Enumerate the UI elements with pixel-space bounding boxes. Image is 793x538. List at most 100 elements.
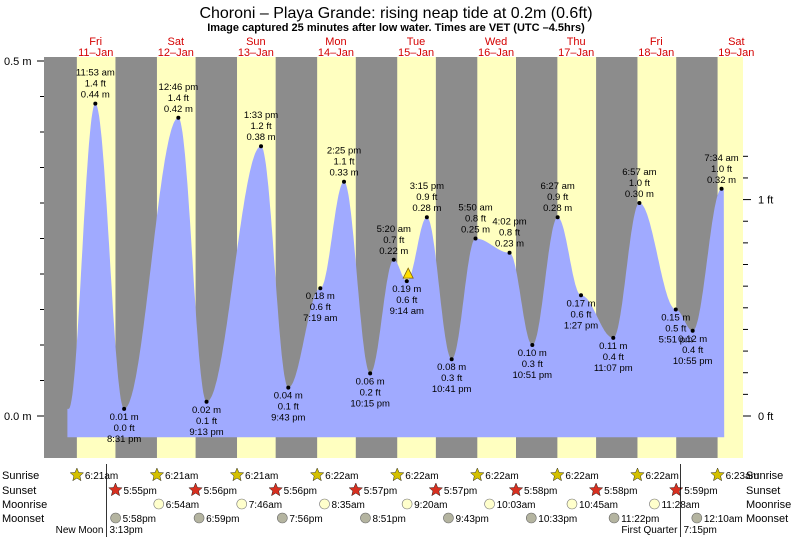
tide-event-point [342, 179, 347, 184]
event-time-label: 8:31 pm [107, 434, 141, 445]
left-axis-tick-label: 0.5 m [4, 56, 32, 68]
moonrise-time: 7:46am [249, 500, 282, 511]
event-ft-label: 0.6 ft [570, 309, 591, 320]
event-ft-label: 0.6 ft [310, 302, 331, 313]
day-name-label: Sun [246, 36, 266, 48]
tide-event-point [93, 101, 98, 106]
left-axis-tick-label: 0.0 m [4, 411, 32, 423]
event-m-label: 0.25 m [461, 225, 490, 236]
sunrise-time: 6:21am [85, 471, 118, 482]
tide-event-point [204, 399, 209, 404]
tide-event-point [530, 343, 535, 347]
event-m-label: 0.15 m [661, 313, 690, 324]
event-ft-label: 1.0 ft [711, 164, 732, 175]
tide-event-point [579, 293, 584, 298]
sunrise-time: 6:21am [245, 471, 278, 482]
moonrise-time: 9:20am [414, 500, 447, 511]
sunrise-star-icon [550, 467, 565, 482]
sunrise-time: 6:22am [485, 471, 518, 482]
moonset-icon [110, 512, 121, 524]
right-axis-tick-label: 1 ft [758, 195, 773, 207]
event-ft-label: 1.0 ft [629, 178, 650, 189]
event-ft-label: 0.8 ft [499, 228, 520, 239]
event-ft-label: 0.9 ft [416, 192, 437, 203]
day-date-label: 13–Jan [238, 47, 274, 59]
moonrise-time: 8:35am [332, 500, 365, 511]
moonrise-time: 6:54am [166, 500, 199, 511]
event-m-label: 0.01 m [110, 412, 139, 423]
event-time-label: 9:43 pm [271, 413, 305, 424]
moonrise-time: 10:03am [497, 500, 536, 511]
event-time-label: 12:46 pm [159, 82, 199, 93]
moonset-time: 11:22pm [621, 514, 659, 525]
moonset-icon [193, 512, 205, 524]
moonrise-icon [484, 498, 495, 510]
moonset-icon [525, 512, 537, 524]
row-label-left: Moonrise [2, 499, 47, 511]
event-time-label: 6:27 am [540, 181, 574, 192]
moonset-icon [608, 512, 620, 524]
current-tide-marker [402, 267, 414, 279]
sunset-time: 5:57pm [364, 486, 397, 497]
event-m-label: 0.04 m [274, 391, 303, 402]
sunrise-star-icon [309, 467, 325, 482]
row-label-right: Moonrise [746, 499, 791, 511]
day-name-label: Fri [650, 36, 663, 48]
tide-event-point [637, 201, 642, 205]
moonset-time: 6:59pm [206, 514, 239, 525]
event-ft-label: 0.3 ft [522, 359, 543, 370]
sunrise-time: 6:22am [565, 471, 598, 482]
day-name-label: Sat [728, 36, 745, 48]
sunset-star-icon [188, 482, 203, 497]
tide-area-path [67, 103, 725, 438]
day-date-label: 17–Jan [558, 47, 594, 59]
event-time-label: 4:02 pm [492, 217, 526, 228]
tide-event-point [473, 236, 478, 241]
event-time-label: 5:20 am [377, 224, 411, 235]
moonrise-icon [649, 498, 660, 510]
event-time-label: 6:57 am [622, 167, 656, 178]
sunset-star-icon [669, 482, 684, 497]
tide-area [67, 103, 725, 438]
sunset-star-icon [428, 482, 443, 497]
event-m-label: 0.32 m [707, 175, 736, 186]
event-ft-label: 0.1 ft [278, 402, 299, 413]
sunset-time: 5:57pm [444, 486, 477, 497]
moonset-icon [443, 512, 454, 524]
moonset-icon [360, 512, 371, 524]
event-m-label: 0.33 m [329, 168, 358, 179]
event-m-label: 0.17 m [566, 298, 595, 309]
tide-event-point [719, 186, 724, 191]
day-date-label: 14–Jan [318, 47, 354, 59]
day-name-label: Mon [325, 36, 346, 48]
event-m-label: 0.28 m [543, 203, 572, 214]
event-time-label: 7:34 am [704, 153, 738, 164]
event-time-label: 10:41 pm [432, 384, 472, 395]
moonrise-icon [236, 498, 248, 510]
row-label-right: Sunset [746, 485, 780, 497]
sunrise-star-icon [149, 467, 165, 482]
event-m-label: 0.28 m [412, 203, 441, 214]
event-m-label: 0.19 m [392, 284, 421, 295]
event-m-label: 0.23 m [495, 239, 524, 250]
moonrise-time: 10:45am [579, 500, 618, 511]
event-ft-label: 0.3 ft [441, 373, 462, 384]
event-time-label: 5:50 am [458, 203, 492, 214]
sunrise-star-icon [390, 467, 405, 482]
day-date-label: 19–Jan [718, 47, 754, 59]
moon-phase-time: 3:13pm [109, 525, 142, 536]
moon-phase-label: First Quarter [621, 525, 678, 536]
sunrise-star-icon [229, 467, 245, 482]
sunrise-time: 6:23am [726, 471, 759, 482]
day-name-label: Sat [168, 36, 185, 48]
event-time-label: 11:53 am [76, 68, 115, 79]
sunset-time: 5:58pm [524, 486, 557, 497]
row-label-left: Sunset [2, 485, 36, 497]
tide-event-point [318, 286, 323, 291]
tide-event-point [391, 257, 396, 262]
event-m-label: 0.44 m [81, 90, 110, 101]
sunset-star-icon [108, 482, 123, 497]
tide-event-labels: 11:53 am1.4 ft0.44 m0.01 m0.0 ft8:31 pm1… [76, 68, 739, 445]
row-label-left: Moonset [2, 513, 44, 525]
